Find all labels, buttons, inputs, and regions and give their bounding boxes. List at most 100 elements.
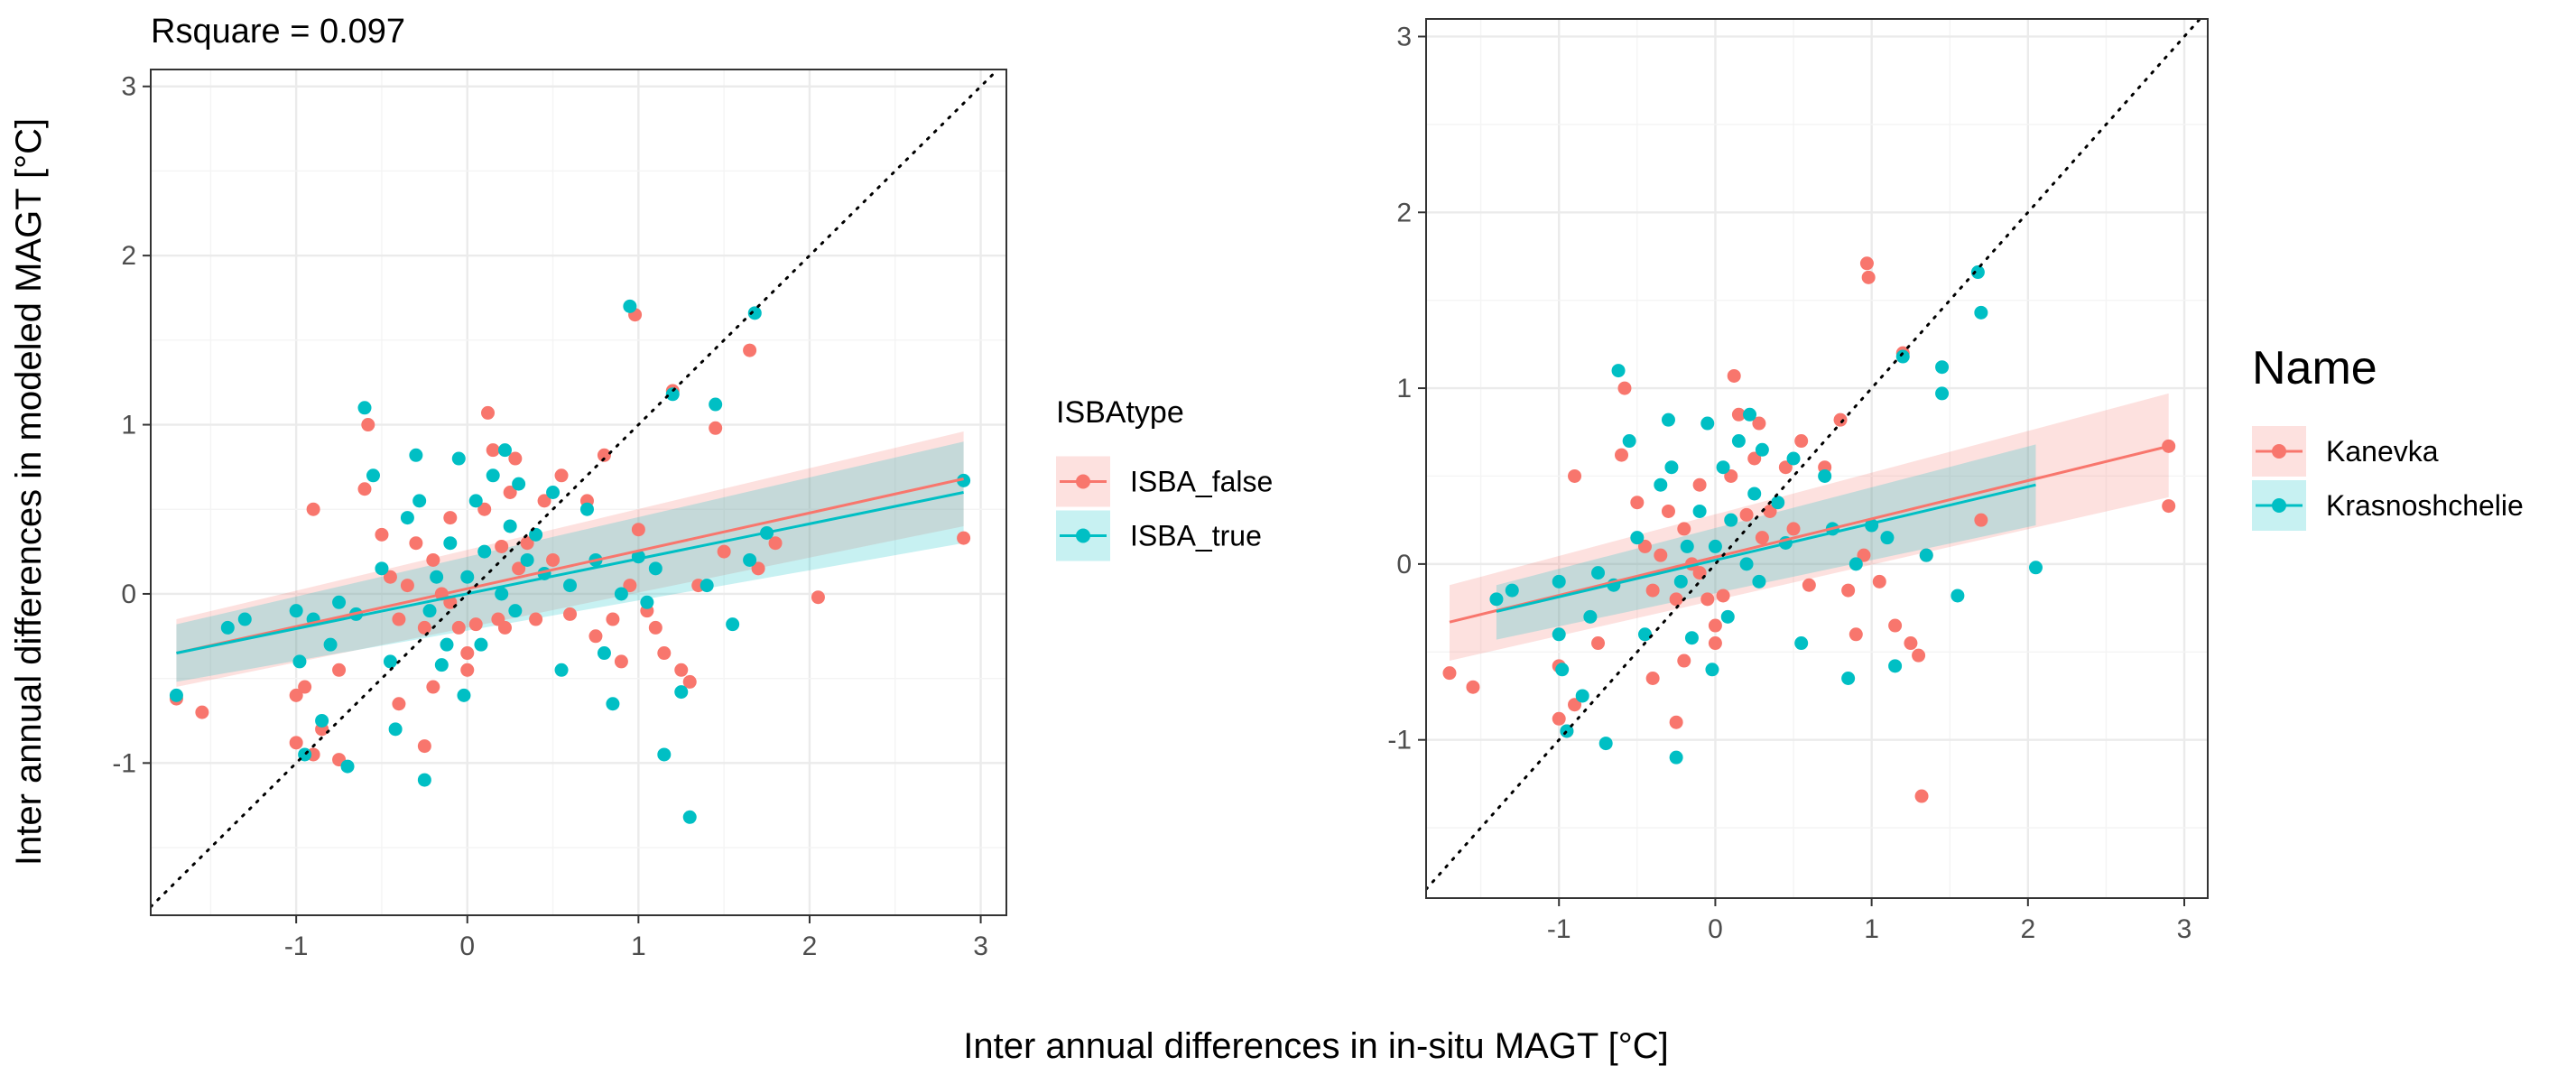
legend-key-point xyxy=(2272,498,2286,513)
data-point xyxy=(440,637,454,652)
data-point xyxy=(1739,507,1754,522)
data-point xyxy=(1739,557,1754,571)
data-point xyxy=(529,527,543,542)
data-point xyxy=(588,629,603,644)
data-point xyxy=(375,527,389,542)
legend-label: Kanevka xyxy=(2326,435,2439,468)
data-point xyxy=(503,519,517,533)
data-point xyxy=(1669,750,1683,765)
legend-key xyxy=(1056,510,1110,561)
data-point xyxy=(1841,672,1856,685)
legend-key xyxy=(1056,456,1110,507)
y-axis-label: Inter annual differences in modeled MAGT… xyxy=(9,118,49,866)
data-point xyxy=(546,552,561,567)
data-point xyxy=(400,511,414,525)
fit-line xyxy=(1449,444,2170,624)
data-point xyxy=(579,502,594,516)
data-point xyxy=(631,523,645,537)
data-point xyxy=(743,343,757,357)
data-point xyxy=(1818,468,1832,483)
data-point xyxy=(606,612,620,626)
confidence-band xyxy=(1449,393,2169,662)
data-point xyxy=(1880,531,1895,545)
data-point xyxy=(1700,592,1715,607)
data-point xyxy=(957,531,971,545)
data-point xyxy=(1466,680,1480,694)
data-point xyxy=(537,494,551,508)
x-tick-label: 1 xyxy=(631,932,646,961)
data-point xyxy=(1802,578,1816,592)
x-tick-label: 3 xyxy=(2177,914,2192,944)
data-point xyxy=(477,544,492,559)
data-point xyxy=(700,579,714,593)
left-panel-x-ticks: -1 0 1 2 3 xyxy=(284,915,988,961)
x-tick-label: -1 xyxy=(284,932,309,961)
data-point xyxy=(529,612,543,626)
data-point xyxy=(1617,381,1632,395)
data-point xyxy=(474,637,488,652)
data-point xyxy=(512,477,526,491)
y-tick-label: 3 xyxy=(121,72,136,102)
data-point xyxy=(1935,386,1950,401)
data-point xyxy=(443,511,458,525)
data-point xyxy=(1724,468,1738,483)
x-axis-label: Inter annual differences in in-situ MAGT… xyxy=(963,1026,1669,1066)
data-point xyxy=(366,468,380,483)
x-tick-label: 0 xyxy=(459,932,475,961)
data-point xyxy=(1849,627,1863,642)
data-point xyxy=(220,620,235,635)
data-point xyxy=(332,595,347,609)
data-point xyxy=(1637,539,1652,553)
data-point xyxy=(682,674,697,689)
x-tick-label: 2 xyxy=(2020,914,2035,944)
data-point xyxy=(497,443,512,458)
left-panel-border xyxy=(150,69,1007,916)
legend-label: ISBA_true xyxy=(1130,520,1262,552)
data-point xyxy=(412,494,427,508)
data-point xyxy=(357,401,372,415)
data-point xyxy=(682,810,697,824)
right-panel-grid xyxy=(1426,19,2208,898)
data-point xyxy=(486,468,500,483)
data-point xyxy=(1716,460,1730,475)
data-point xyxy=(648,561,663,576)
confidence-band xyxy=(176,431,964,688)
data-point xyxy=(1692,477,1707,492)
data-point xyxy=(614,587,628,601)
data-point xyxy=(1630,496,1645,510)
data-point xyxy=(426,552,440,567)
data-point xyxy=(508,604,523,618)
data-point xyxy=(1680,539,1694,553)
data-point xyxy=(640,595,654,609)
data-point xyxy=(2162,499,2176,514)
data-point xyxy=(1763,504,1777,518)
data-point xyxy=(1974,305,1988,320)
data-point xyxy=(674,685,689,700)
data-point xyxy=(1970,265,1985,280)
data-point xyxy=(1677,522,1691,536)
data-point xyxy=(1743,407,1757,422)
data-point xyxy=(648,620,663,635)
data-point xyxy=(495,587,509,601)
data-point xyxy=(1654,477,1668,492)
data-point xyxy=(1637,627,1652,642)
data-point xyxy=(422,604,437,618)
data-point xyxy=(1786,451,1801,466)
data-point xyxy=(1555,663,1570,677)
data-point xyxy=(169,688,183,702)
data-point xyxy=(811,590,825,605)
x-tick-label: 2 xyxy=(802,932,818,961)
data-point xyxy=(546,486,561,499)
legend-title: ISBAtype xyxy=(1056,395,1184,430)
data-point xyxy=(486,443,500,458)
data-point xyxy=(417,739,431,754)
data-point xyxy=(315,713,329,728)
data-point xyxy=(1794,434,1809,449)
data-point xyxy=(457,688,471,702)
left-panel-background xyxy=(151,70,1006,915)
data-point xyxy=(443,536,458,551)
data-point xyxy=(306,502,320,516)
right-panel: -1 0 1 2 3 -1 0 1 2 3 xyxy=(1387,18,2209,944)
data-point xyxy=(430,570,444,584)
data-point xyxy=(597,646,611,661)
